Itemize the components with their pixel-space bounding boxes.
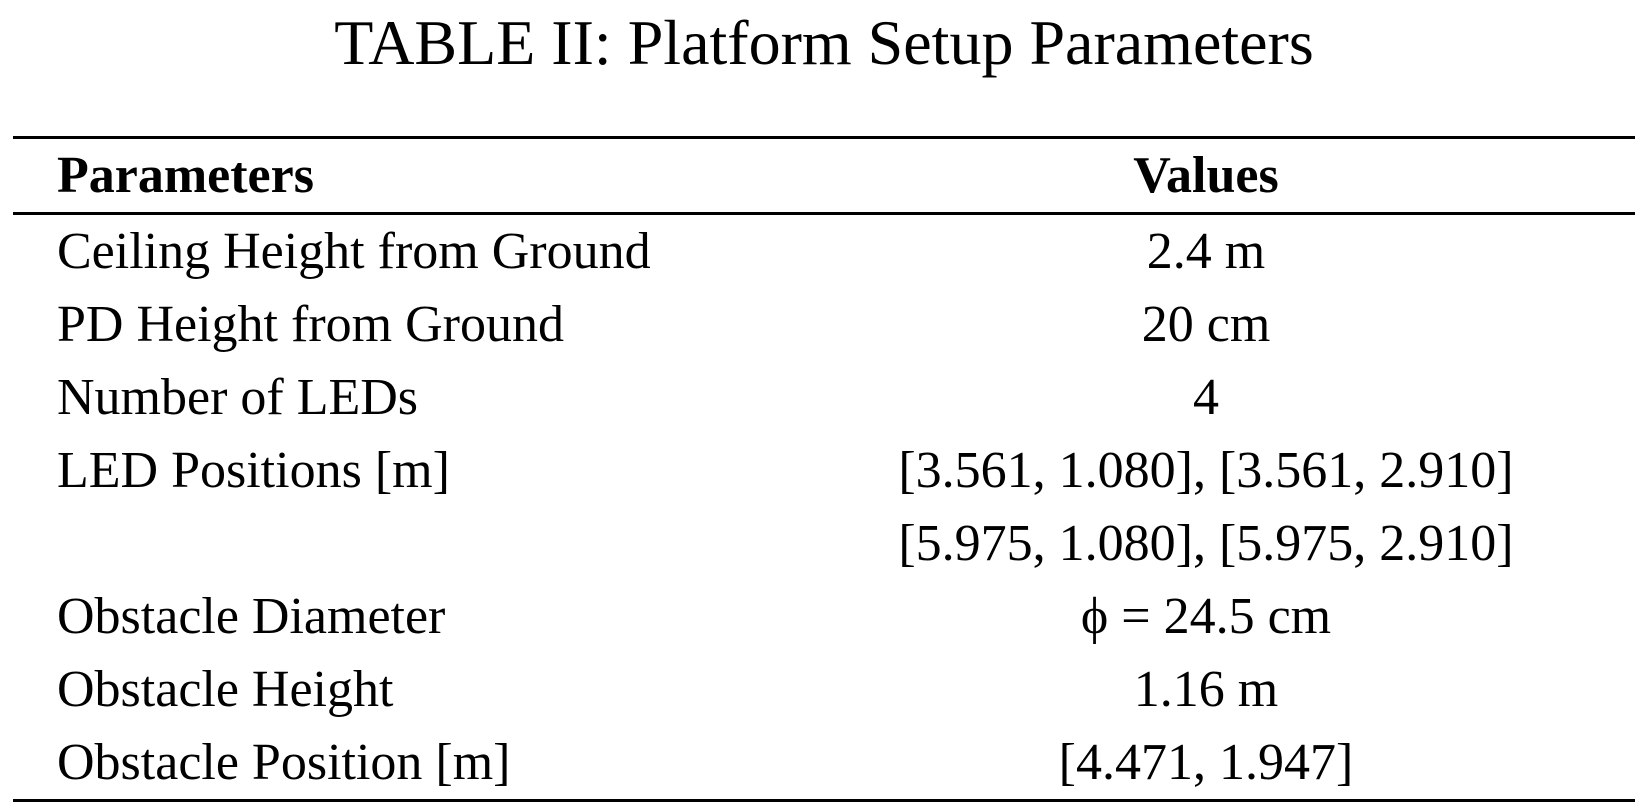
table-header: Parameters Values: [13, 138, 1635, 214]
row-parameter: Obstacle Diameter: [57, 588, 446, 645]
table-row: Obstacle Position [m] [4.471, 1.947]: [13, 726, 1635, 801]
table-row: Number of LEDs 4: [13, 361, 1635, 434]
row-parameter: Number of LEDs: [57, 369, 419, 426]
row-value: 2.4 m: [1146, 223, 1266, 280]
table-row: Obstacle Diameter ϕ = 24.5 cm: [13, 580, 1635, 653]
row-value: ϕ = 24.5 cm: [1080, 588, 1332, 645]
row-parameter: Obstacle Height: [57, 661, 394, 718]
table-row: Obstacle Height 1.16 m: [13, 653, 1635, 726]
header-parameters: Parameters: [57, 147, 314, 204]
table-row: PD Height from Ground 20 cm: [13, 288, 1635, 361]
row-parameter: PD Height from Ground: [57, 296, 564, 353]
table-row: LED Positions [m] [3.561, 1.080], [3.561…: [13, 434, 1635, 507]
row-parameter: LED Positions [m]: [57, 442, 450, 499]
table-caption: TABLE II: Platform Setup Parameters: [334, 7, 1314, 78]
parameters-table: Parameters Values Ceiling Height from Gr…: [13, 136, 1635, 802]
row-value: 1.16 m: [1133, 661, 1279, 718]
header-values: Values: [1133, 147, 1279, 204]
row-value: 20 cm: [1141, 296, 1271, 353]
row-parameter: [13, 507, 817, 580]
table-row: Ceiling Height from Ground 2.4 m: [13, 214, 1635, 289]
table-row: [5.975, 1.080], [5.975, 2.910]: [13, 507, 1635, 580]
row-parameter: Ceiling Height from Ground: [57, 223, 651, 280]
parameters-table-container: Parameters Values Ceiling Height from Gr…: [13, 136, 1635, 802]
row-value: [4.471, 1.947]: [1058, 734, 1354, 791]
table-body: Ceiling Height from Ground 2.4 m PD Heig…: [13, 214, 1635, 801]
row-value: [5.975, 1.080], [5.975, 2.910]: [898, 515, 1514, 572]
row-value: 4: [1193, 369, 1219, 426]
row-value: [3.561, 1.080], [3.561, 2.910]: [898, 442, 1514, 499]
row-parameter: Obstacle Position [m]: [57, 734, 511, 791]
header-row: Parameters Values: [13, 138, 1635, 214]
